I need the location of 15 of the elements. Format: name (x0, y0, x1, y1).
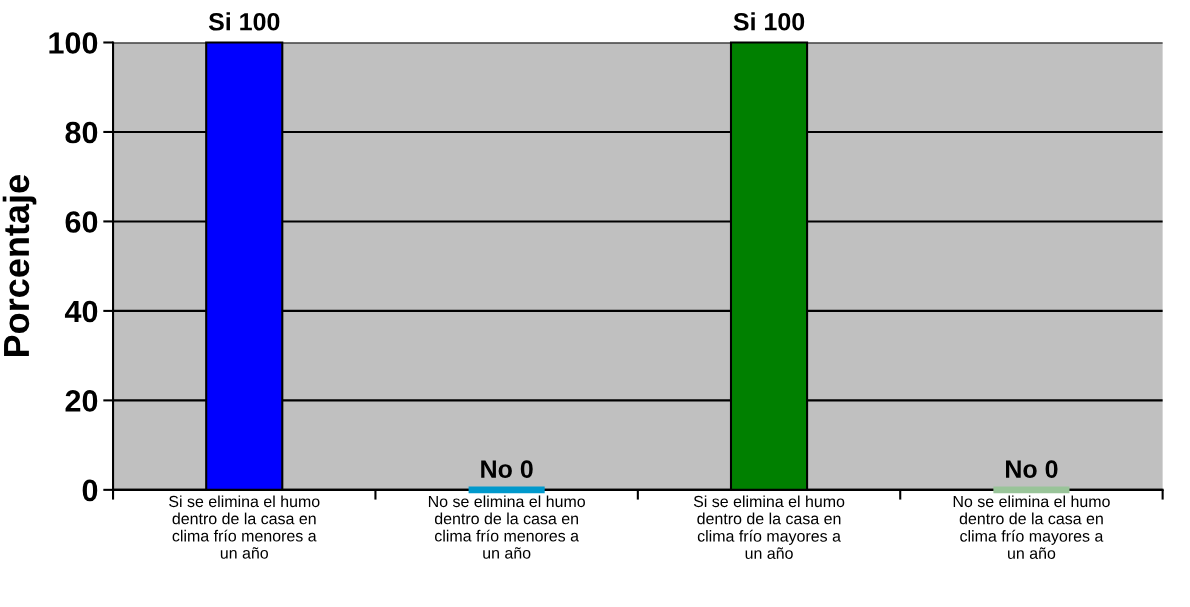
data-label: Si 100 (208, 12, 280, 31)
y-axis-title: Porcentaje (2, 175, 37, 357)
x-tick-label: No se elimina el humo dentro de la casa en clima frío mayores a un año (953, 495, 1110, 559)
y-tick-label: 0 (82, 479, 98, 502)
y-tick-label: 60 (65, 211, 98, 233)
data-label: No 0 (1006, 460, 1058, 478)
data-label: No 0 (481, 460, 533, 478)
x-tick-label: Si se elimina el humo dentro de la casa en clima frío mayores a un año (693, 495, 845, 559)
y-tick-label: 80 (65, 121, 98, 144)
x-tick-label: No se elimina el humo dentro de la casa en clima frío menores a un año (428, 495, 585, 559)
x-tick-label: Si se elimina el humo dentro de la casa en clima frío menores a un año (169, 495, 320, 559)
y-tick-label: 100 (49, 32, 98, 54)
y-tick-label: 40 (64, 300, 98, 323)
data-label: Si 100 (733, 12, 805, 31)
y-tick-label: 20 (65, 390, 98, 412)
